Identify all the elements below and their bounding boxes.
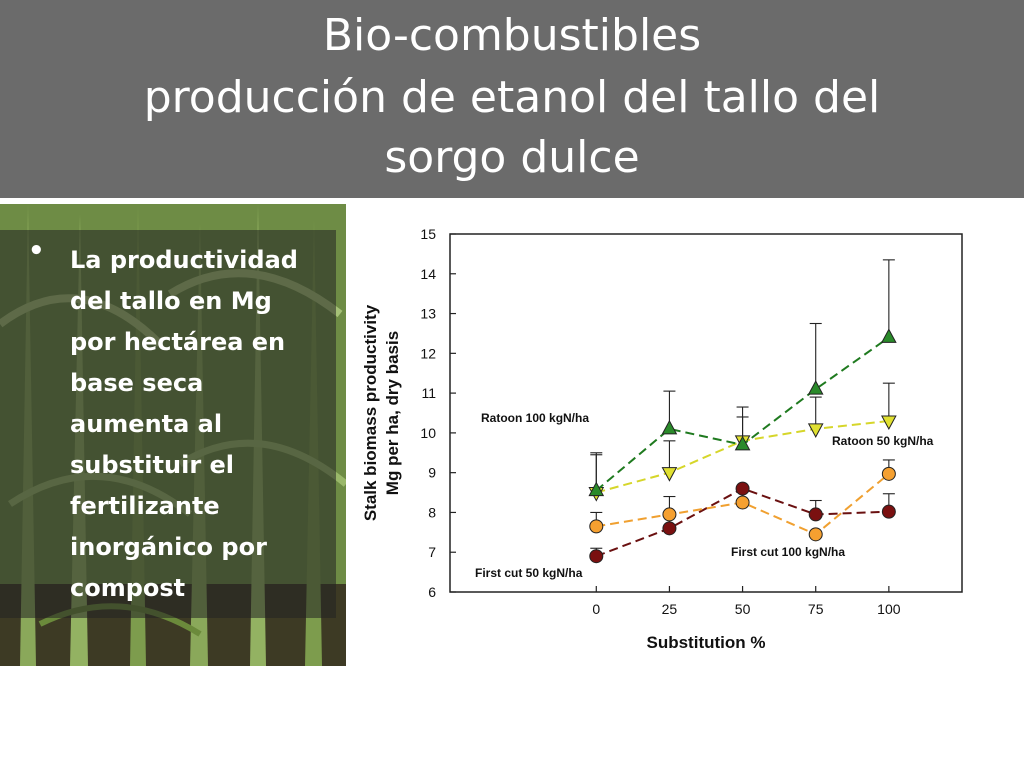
x-tick-label: 100 bbox=[877, 601, 901, 617]
series-label-first-cut-50: First cut 50 kgN/ha bbox=[475, 566, 583, 580]
series-layer bbox=[588, 259, 897, 564]
y-tick-label: 9 bbox=[428, 465, 436, 481]
slide-title-line-3: sorgo dulce bbox=[384, 132, 640, 183]
data-point bbox=[881, 328, 897, 343]
series-label-ratoon-50: Ratoon 50 kgN/ha bbox=[832, 434, 934, 448]
data-point bbox=[588, 481, 605, 497]
data-point bbox=[662, 507, 677, 522]
data-point bbox=[807, 380, 824, 395]
y-axis-label-line-2: Mg per ha, dry basis bbox=[383, 331, 402, 495]
data-point bbox=[661, 419, 678, 435]
y-tick-label: 6 bbox=[428, 584, 436, 600]
x-axis-ticks: 0 25 50 75 100 bbox=[592, 586, 901, 617]
data-point bbox=[735, 495, 750, 510]
data-point bbox=[808, 527, 823, 542]
bullet-panel bbox=[0, 230, 336, 618]
data-point bbox=[662, 521, 677, 536]
data-point bbox=[881, 466, 896, 481]
data-point bbox=[589, 549, 604, 564]
y-tick-label: 15 bbox=[420, 226, 436, 242]
y-tick-label: 11 bbox=[421, 385, 436, 401]
slide-title-line-2: producción de etanol del tallo del bbox=[143, 72, 881, 123]
bullet-marker: • bbox=[28, 236, 45, 266]
y-tick-label: 12 bbox=[420, 345, 436, 361]
data-point bbox=[661, 467, 678, 482]
y-axis-ticks: 6 7 8 9 10 11 12 13 14 15 bbox=[420, 226, 456, 600]
data-point bbox=[807, 423, 824, 438]
series-0 bbox=[588, 259, 897, 497]
x-tick-label: 50 bbox=[735, 601, 751, 617]
y-axis-label-line-1: Stalk biomass productivity bbox=[361, 304, 380, 521]
data-point bbox=[734, 435, 751, 451]
data-point bbox=[881, 504, 896, 519]
x-tick-label: 25 bbox=[662, 601, 678, 617]
slide-title-line-1: Bio-combustibles bbox=[322, 10, 702, 61]
series-label-first-cut-100: First cut 100 kgN/ha bbox=[731, 545, 845, 559]
y-tick-label: 8 bbox=[428, 504, 436, 520]
y-tick-label: 14 bbox=[420, 266, 436, 282]
x-tick-label: 0 bbox=[592, 601, 600, 617]
chart: 6 7 8 9 10 11 12 13 14 15 0 25 50 75 100 Ratoon 100 k… bbox=[346, 215, 986, 665]
series-3 bbox=[589, 481, 896, 564]
data-point bbox=[808, 507, 823, 522]
series-labels: Ratoon 100 kgN/ha Ratoon 50 kgN/ha First… bbox=[475, 411, 934, 580]
x-tick-label: 75 bbox=[808, 601, 824, 617]
y-tick-label: 7 bbox=[428, 544, 436, 560]
title-bar bbox=[0, 0, 1024, 198]
series-2 bbox=[589, 459, 896, 542]
bullet-text: La productividad del tallo en Mg por hec… bbox=[70, 246, 298, 602]
y-tick-label: 10 bbox=[420, 425, 436, 441]
y-tick-label: 13 bbox=[420, 306, 436, 322]
series-label-ratoon-100: Ratoon 100 kgN/ha bbox=[481, 411, 589, 425]
x-axis-label: Substitution % bbox=[647, 633, 766, 652]
data-point bbox=[881, 415, 897, 431]
data-point bbox=[589, 519, 604, 534]
data-point bbox=[735, 481, 750, 496]
plot-area-frame bbox=[449, 233, 963, 593]
